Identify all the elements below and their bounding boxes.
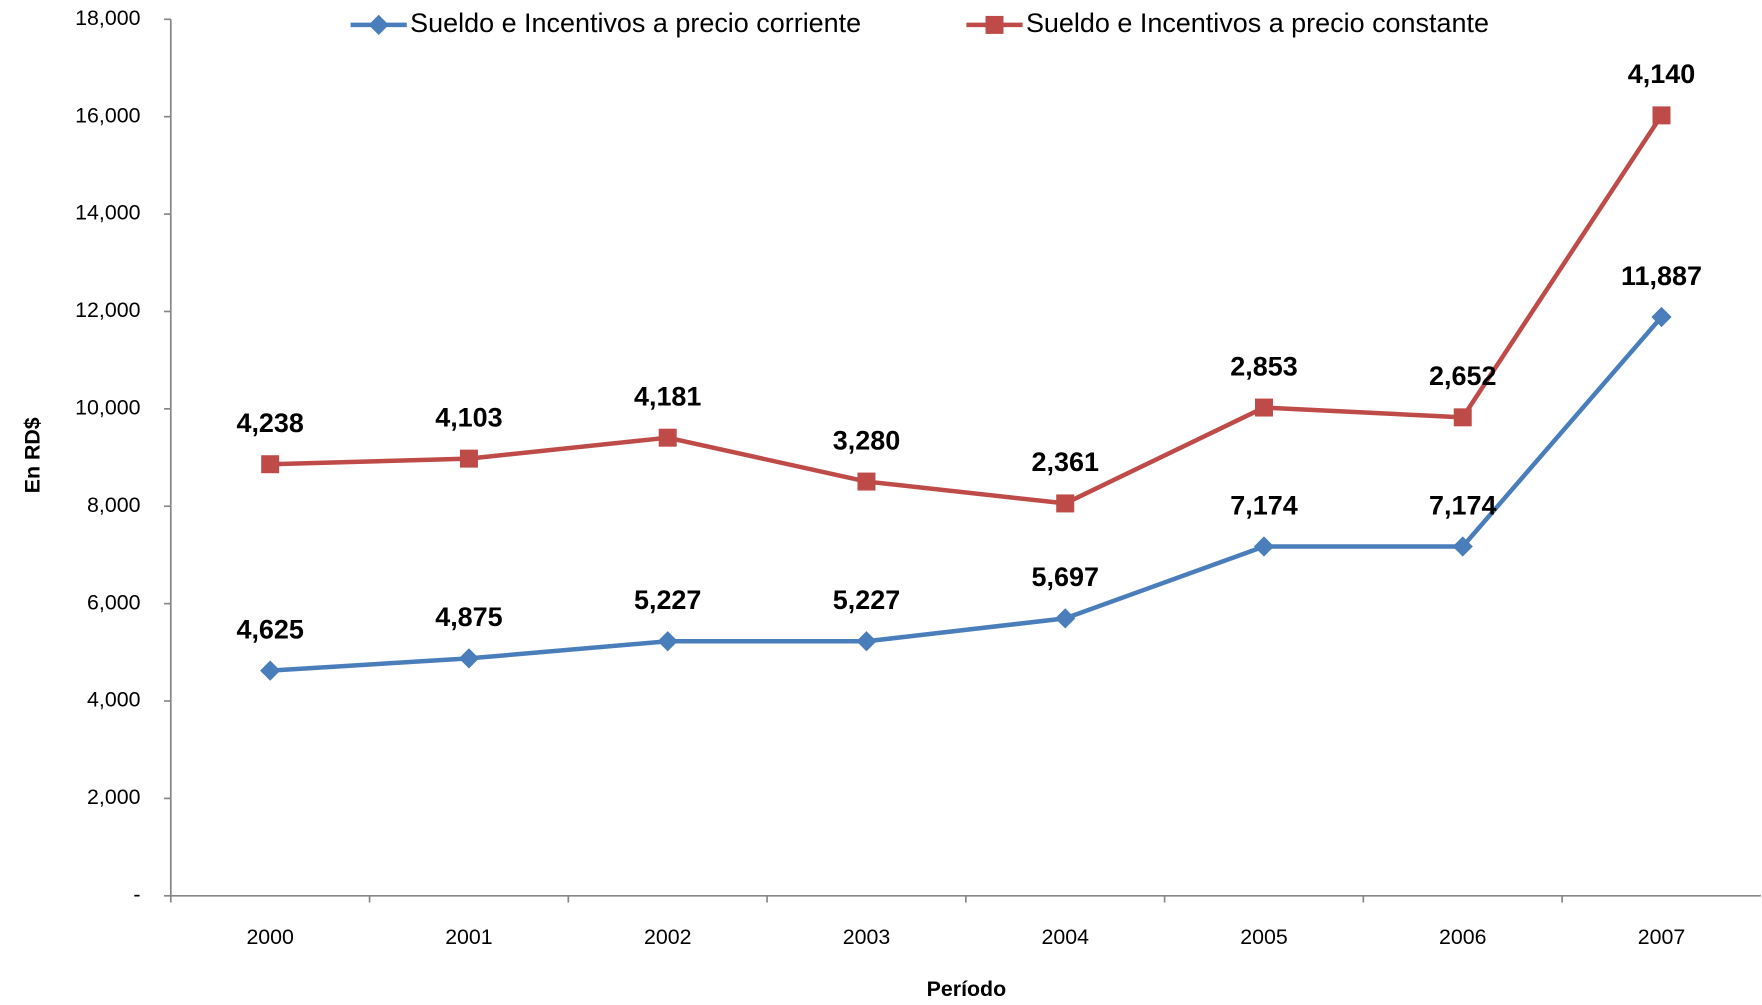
legend-marker bbox=[368, 14, 389, 36]
x-tick-label: 2000 bbox=[246, 925, 294, 949]
y-tick-label: 8,000 bbox=[87, 493, 141, 517]
data-point bbox=[260, 660, 281, 681]
data-label: 4,181 bbox=[634, 381, 701, 411]
y-tick-label: 6,000 bbox=[87, 590, 141, 614]
x-axis-title: Período bbox=[927, 977, 1006, 1001]
data-point bbox=[1056, 494, 1075, 513]
y-tick-label: 4,000 bbox=[87, 688, 141, 712]
data-label: 5,227 bbox=[833, 585, 900, 615]
data-label: 4,238 bbox=[236, 408, 303, 438]
y-axis-title: En RD$ bbox=[20, 417, 44, 493]
data-label: 4,140 bbox=[1628, 59, 1695, 89]
legend-label: Sueldo e Incentivos a precio constante bbox=[1026, 8, 1489, 38]
data-label: 5,697 bbox=[1031, 562, 1098, 592]
data-label: 2,853 bbox=[1230, 351, 1297, 381]
data-label: 4,625 bbox=[236, 614, 303, 644]
data-point bbox=[1453, 408, 1472, 427]
x-tick-label: 2007 bbox=[1638, 925, 1685, 949]
y-tick-label: 16,000 bbox=[75, 103, 140, 127]
y-tick-label: - bbox=[133, 882, 140, 906]
data-point bbox=[658, 428, 677, 447]
data-point bbox=[856, 631, 877, 652]
data-point bbox=[657, 631, 678, 652]
y-tick-label: 10,000 bbox=[75, 395, 140, 419]
data-point bbox=[1651, 306, 1672, 328]
x-tick-label: 2002 bbox=[644, 925, 691, 949]
data-point bbox=[458, 648, 480, 669]
data-label: 7,174 bbox=[1230, 490, 1297, 520]
data-label: 4,103 bbox=[435, 402, 502, 432]
x-tick-label: 2005 bbox=[1240, 925, 1287, 949]
y-tick-label: 14,000 bbox=[75, 201, 140, 225]
x-tick-label: 2001 bbox=[445, 925, 492, 949]
legend-label: Sueldo e Incentivos a precio corriente bbox=[410, 8, 861, 38]
data-label: 5,227 bbox=[634, 585, 701, 615]
x-tick-label: 2003 bbox=[843, 925, 890, 949]
series-line bbox=[270, 315, 1664, 673]
data-point bbox=[1253, 536, 1275, 557]
data-point bbox=[1254, 398, 1273, 417]
y-tick-label: 12,000 bbox=[75, 298, 140, 322]
data-label: 3,280 bbox=[833, 425, 900, 455]
data-label: 11,887 bbox=[1621, 261, 1702, 291]
data-point bbox=[1055, 608, 1076, 629]
y-tick-label: 18,000 bbox=[75, 6, 140, 30]
y-tick-label: 2,000 bbox=[87, 785, 141, 809]
data-point bbox=[1652, 106, 1671, 125]
x-tick-label: 2004 bbox=[1041, 925, 1089, 949]
legend-marker bbox=[985, 15, 1004, 34]
data-point bbox=[261, 455, 280, 474]
data-label: 7,174 bbox=[1429, 490, 1496, 520]
data-point bbox=[459, 449, 478, 468]
data-label: 4,875 bbox=[435, 602, 502, 632]
data-label: 2,361 bbox=[1031, 447, 1098, 477]
data-point bbox=[857, 472, 876, 491]
series-line bbox=[270, 114, 1664, 506]
data-point bbox=[1452, 536, 1473, 557]
data-label: 2,652 bbox=[1429, 361, 1496, 391]
x-tick-label: 2006 bbox=[1439, 925, 1486, 949]
